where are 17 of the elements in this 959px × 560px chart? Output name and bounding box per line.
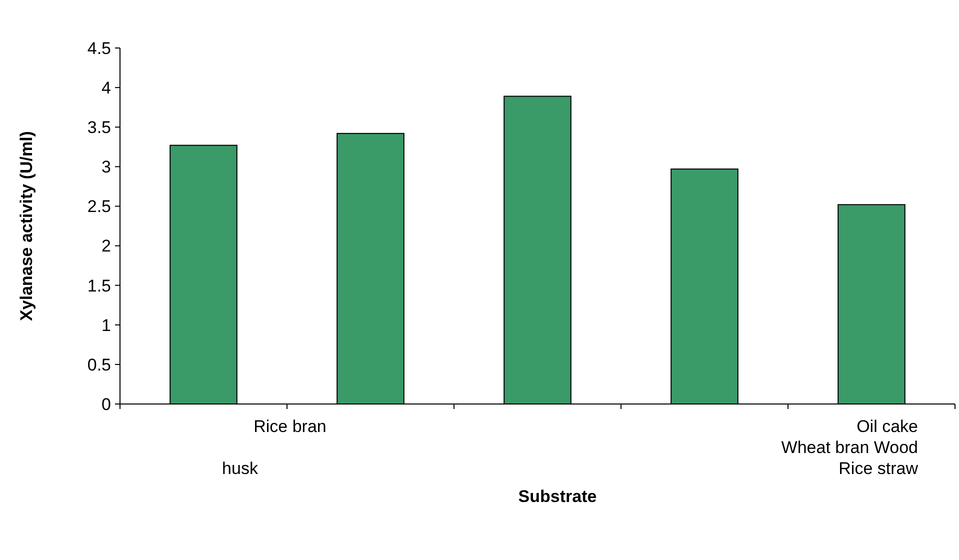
y-tick-label: 3.5 [87,118,111,138]
y-tick-label: 0 [102,394,111,414]
y-tick-label: 4 [102,78,111,98]
y-tick-label: 3 [102,158,111,177]
text: Oil cake [856,417,918,436]
text: Wheat bran Wood [781,438,918,457]
y-tick-label: 2 [102,236,111,256]
x-axis-title: Substrate [518,487,597,506]
y-tick-label: 0.5 [87,355,111,374]
y-tick-label: 1.5 [87,276,111,296]
text: Rice bran [254,417,326,436]
text: husk [222,459,258,478]
y-axis-title: Xylanase activity (U/ml) [17,131,36,321]
text: Rice straw [838,459,919,478]
y-tick-label: 4.5 [87,38,111,58]
y-tick-label: 1 [102,316,111,335]
y-tick-label: 2.5 [87,197,111,216]
